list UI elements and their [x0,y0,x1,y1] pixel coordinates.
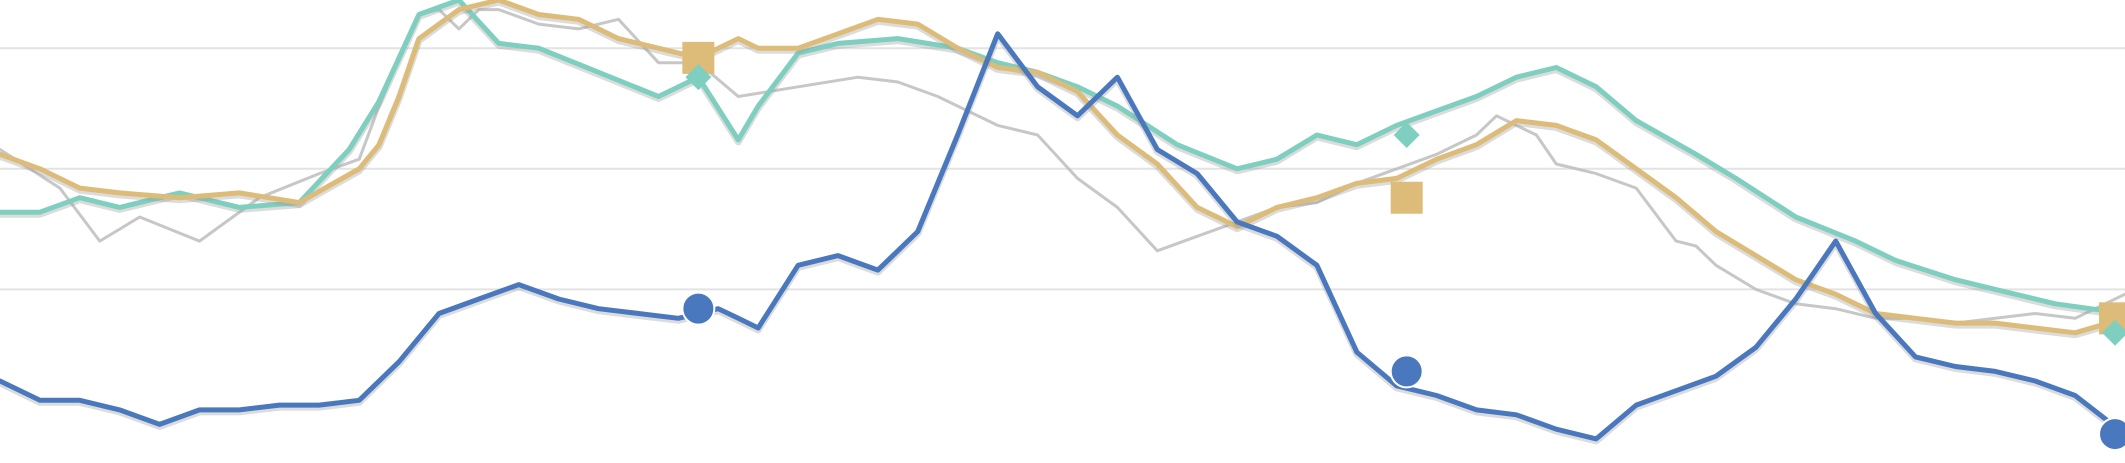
series-blue-shadow [0,32,2125,445]
marker-gold-square-4 [1390,181,1423,214]
series-blue-line [0,31,2125,442]
series-gray-line [0,8,2125,325]
series-markers [681,41,2125,452]
marker-blue-circle-2 [681,291,716,326]
series-lines [0,0,2125,445]
marker-blue-circle-8 [2098,417,2125,452]
marker-blue-circle-5 [1389,354,1424,389]
marker-teal-diamond-1 [685,64,712,91]
marker-teal-diamond-3 [1393,122,1420,149]
marker-teal-diamond-7 [2102,319,2125,346]
series-teal-line [0,0,2125,316]
series-gold-line [0,0,2125,336]
